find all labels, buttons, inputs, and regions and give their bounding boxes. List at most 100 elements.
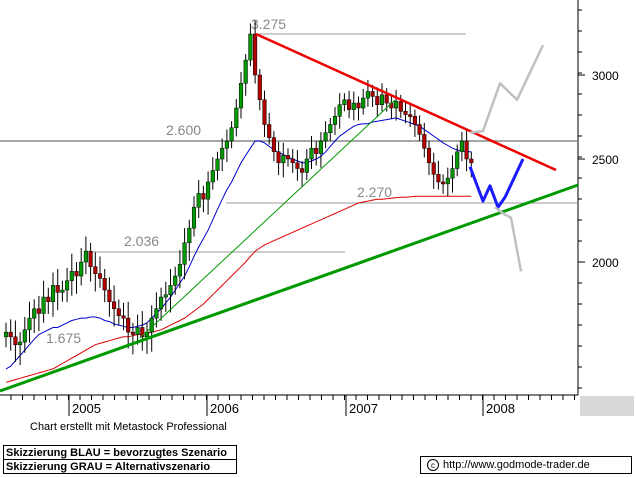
candle-body	[140, 327, 145, 338]
candle-body	[182, 242, 187, 265]
candle-body	[285, 155, 291, 160]
candle-body	[445, 177, 450, 185]
candle-body	[234, 107, 239, 129]
plot-area	[0, 0, 578, 395]
annotation-3275: 3.275	[251, 16, 286, 32]
y-tick-2500: 2500	[592, 153, 619, 167]
candle-body	[196, 193, 201, 208]
candle-body	[88, 250, 93, 267]
support-trendline	[0, 183, 579, 393]
candle-body	[13, 336, 18, 345]
candle-body	[436, 174, 441, 183]
scenarios	[468, 44, 545, 272]
candle-body	[97, 273, 103, 279]
candle-body	[243, 59, 248, 84]
candle-body	[431, 162, 436, 175]
candle-body	[8, 331, 13, 338]
candle-body	[187, 227, 192, 244]
candle-body	[126, 317, 131, 333]
candle-body	[290, 158, 295, 164]
candle-body	[238, 83, 244, 109]
candle-body	[257, 74, 262, 100]
candle-body	[50, 285, 56, 303]
candle-body	[384, 94, 389, 104]
candle-body	[417, 124, 422, 135]
candle-body	[149, 317, 154, 333]
candle-body	[403, 111, 408, 115]
candle-body	[130, 331, 135, 335]
source-url[interactable]: http://www.godmode-trader.de	[443, 459, 590, 471]
moving-average-red-line	[5, 195, 472, 383]
candle-body	[398, 101, 403, 112]
copyright-icon: c	[427, 459, 439, 472]
legend-grey-scenario: Skizzierung GRAU = Alternativszenario	[3, 459, 237, 474]
source-box: c http://www.godmode-trader.de	[420, 456, 632, 474]
candle-body	[262, 99, 267, 125]
candle-body	[177, 264, 182, 277]
alternative-grey-scenario	[469, 44, 545, 135]
candle-body	[375, 96, 380, 105]
candle-body	[79, 261, 84, 277]
candle-body	[455, 151, 460, 169]
moving-averages	[5, 117, 472, 383]
candle-body	[224, 140, 229, 149]
candle-body	[93, 266, 98, 274]
candle-body	[206, 181, 211, 200]
candle-body	[36, 308, 41, 314]
chart-credit: Chart erstellt mit Metastock Professiona…	[30, 421, 227, 433]
candle-body	[332, 116, 338, 125]
candle-body	[281, 155, 286, 164]
candle-body	[394, 101, 399, 109]
candle-body	[356, 102, 361, 109]
candle-body	[121, 315, 126, 319]
candle-body	[55, 285, 60, 293]
candle-body	[365, 91, 370, 99]
candle-body	[102, 278, 107, 291]
thin-support-trendline	[139, 99, 396, 339]
candle-body	[441, 181, 446, 185]
annotation-2270: 2.270	[357, 184, 392, 200]
candle-body	[300, 168, 305, 173]
x-ticks	[10, 395, 575, 416]
candle-body	[276, 151, 281, 164]
candle-body	[229, 127, 234, 142]
legend-blue-scenario: Skizzierung BLAU = bevorzugtes Szenario	[3, 445, 237, 460]
x-tick-2007: 2007	[349, 401, 378, 416]
candle-body	[337, 104, 342, 117]
annotation-2036: 2.036	[124, 233, 159, 249]
candle-body	[220, 147, 225, 160]
candle-body	[46, 296, 51, 303]
x-axis-band	[0, 396, 578, 416]
candle-body	[22, 329, 27, 343]
candle-body	[253, 33, 258, 76]
candle-body	[159, 296, 164, 310]
candle-body	[3, 331, 9, 338]
candle-body	[201, 193, 206, 200]
candle-body	[426, 147, 432, 164]
candle-body	[83, 250, 88, 263]
x-tick-2005: 2005	[72, 401, 101, 416]
annotation-2600: 2.600	[166, 122, 201, 138]
alternative-grey-lower-scenario	[494, 206, 523, 272]
candles	[3, 20, 474, 366]
candle-body	[271, 137, 276, 153]
candle-body	[328, 124, 333, 133]
candle-body	[314, 147, 319, 154]
axis-corner	[580, 396, 634, 416]
candle-body	[361, 97, 366, 109]
candle-body	[135, 327, 140, 335]
candle-body	[173, 275, 178, 286]
candle-body	[144, 331, 150, 338]
candle-body	[379, 94, 385, 105]
candle-body	[347, 99, 352, 110]
candle-body	[107, 289, 112, 303]
y-tick-3000: 3000	[592, 69, 619, 83]
candle-body	[267, 124, 272, 138]
candle-body	[215, 158, 220, 171]
candle-body	[370, 91, 375, 97]
candle-body	[304, 158, 309, 173]
candle-body	[191, 206, 197, 229]
x-tick-2008: 2008	[486, 401, 515, 416]
candle-body	[60, 289, 65, 293]
